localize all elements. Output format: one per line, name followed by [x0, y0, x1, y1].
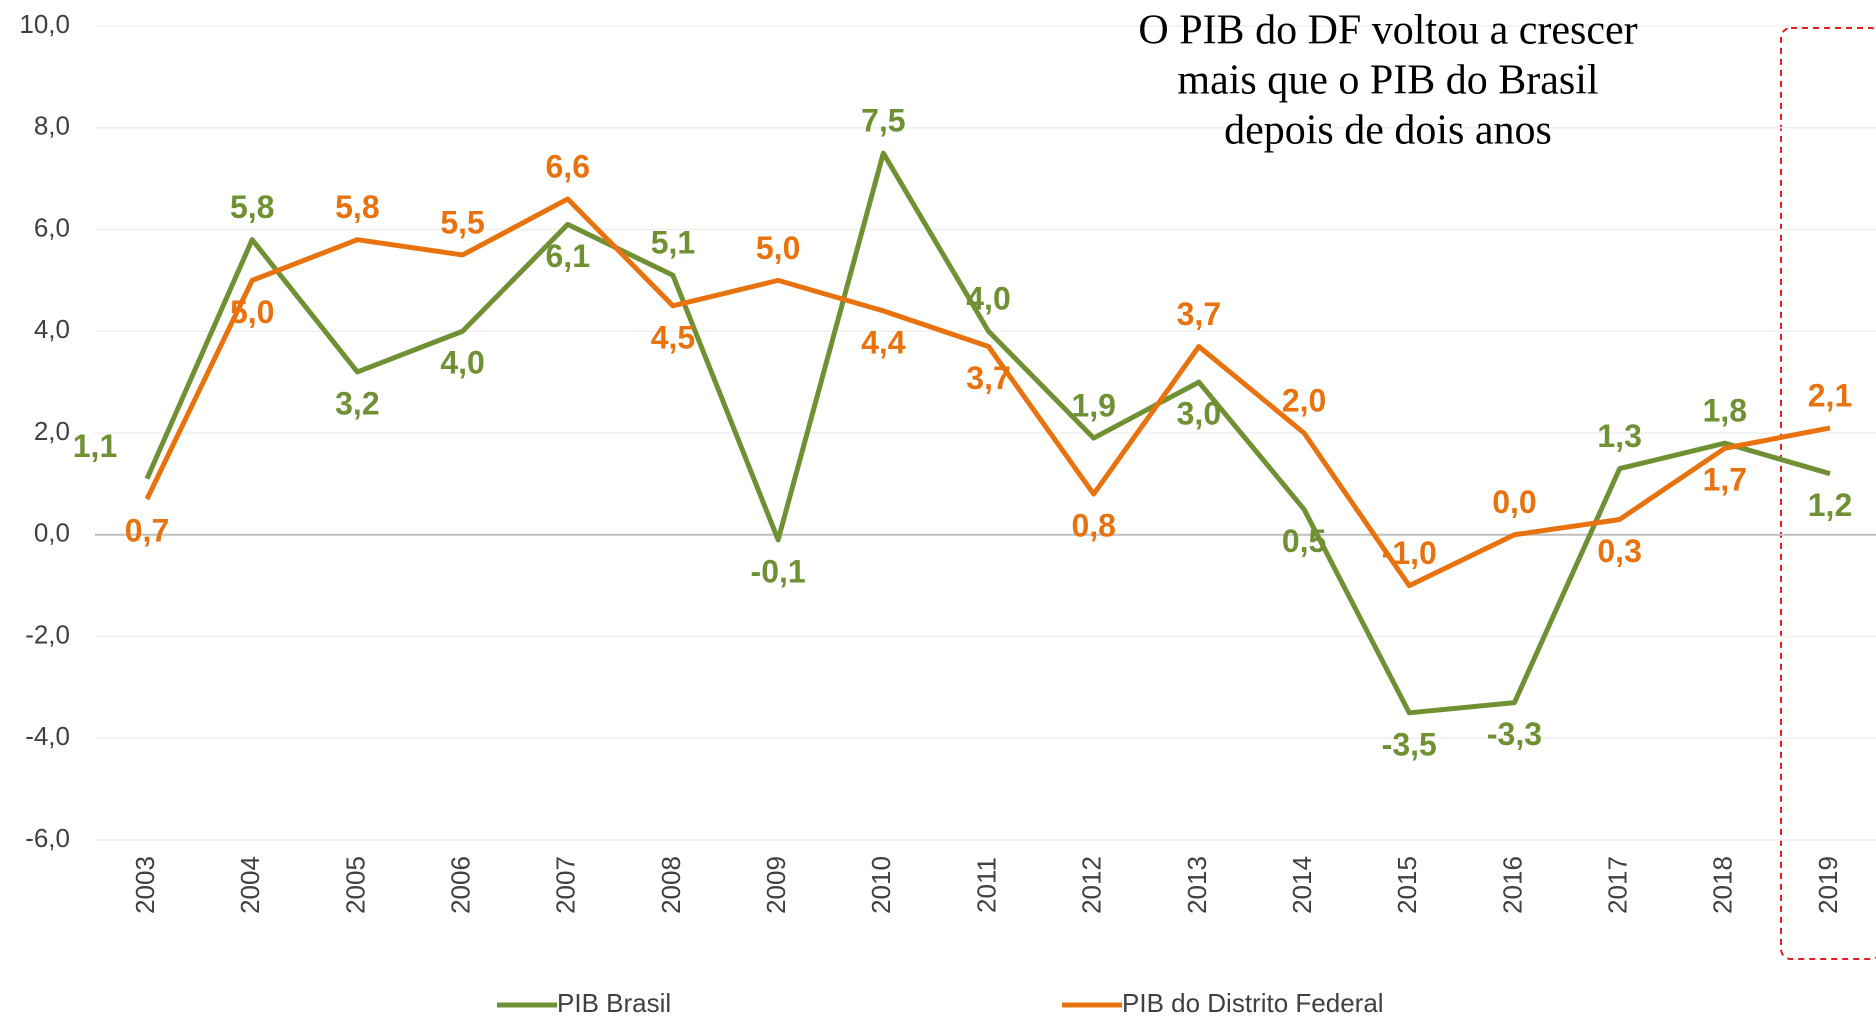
data-label: 4,0 [966, 281, 1010, 317]
legend-label: PIB do Distrito Federal [1122, 988, 1384, 1018]
data-label: -1,0 [1382, 535, 1437, 571]
y-tick-label: 10,0 [19, 9, 70, 39]
data-label: 5,1 [651, 225, 695, 261]
data-label: 0,8 [1071, 508, 1115, 544]
data-label: 5,0 [756, 230, 800, 266]
line [144, 150, 1831, 716]
chart-title: mais que o PIB do Brasil [1177, 58, 1598, 104]
y-tick-label: 8,0 [34, 111, 70, 141]
x-tick-label: 2016 [1497, 856, 1527, 914]
data-label: 1,7 [1703, 462, 1747, 498]
data-label: 4,4 [861, 324, 906, 360]
data-label: 6,1 [546, 238, 590, 274]
x-tick-label: 2007 [551, 856, 581, 914]
x-tick-label: 2011 [971, 857, 1001, 913]
data-label: -3,3 [1487, 716, 1542, 752]
data-label: 3,0 [1177, 396, 1221, 432]
data-label: 5,5 [440, 204, 484, 240]
x-tick-label: 2004 [235, 856, 265, 914]
data-label: 4,5 [651, 319, 695, 355]
data-label: -3,5 [1382, 726, 1437, 762]
highlight-box [1780, 27, 1876, 960]
y-tick-label: -4,0 [25, 721, 70, 751]
chart-title: depois de dois anos [1224, 108, 1552, 154]
y-tick-label: 2,0 [34, 416, 70, 446]
x-tick-label: 2006 [445, 856, 475, 914]
x-tick-label: 2012 [1077, 856, 1107, 914]
line [144, 196, 1831, 589]
data-label: 5,8 [230, 189, 274, 225]
data-label: 1,3 [1597, 418, 1641, 454]
data-label: -0,1 [751, 553, 806, 589]
data-label: 0,5 [1282, 523, 1326, 559]
data-label: 5,0 [230, 294, 274, 330]
data-label: 1,9 [1071, 388, 1115, 424]
y-tick-label: 4,0 [34, 314, 70, 344]
x-tick-label: 2018 [1708, 856, 1738, 914]
data-label: 3,7 [1177, 296, 1221, 332]
x-tick-label: 2019 [1813, 856, 1843, 914]
data-label: 5,8 [335, 189, 379, 225]
data-label: 4,0 [440, 345, 484, 381]
x-tick-label: 2014 [1287, 856, 1317, 914]
data-label: 0,0 [1492, 484, 1536, 520]
x-tick-label: 2017 [1603, 856, 1633, 914]
y-tick-label: 0,0 [34, 518, 70, 548]
data-label: 3,2 [335, 385, 379, 421]
data-label: 1,8 [1703, 393, 1747, 429]
y-tick-label: -6,0 [25, 823, 70, 853]
x-tick-label: 2008 [656, 856, 686, 914]
y-tick-label: 6,0 [34, 212, 70, 242]
data-label: 6,6 [546, 148, 590, 184]
data-label: 1,2 [1808, 487, 1852, 523]
legend-label: PIB Brasil [557, 988, 671, 1018]
data-label: 7,5 [861, 103, 905, 139]
data-label: 0,7 [125, 513, 169, 549]
data-label: 2,0 [1282, 382, 1326, 418]
chart-title: O PIB do DF voltou a crescer [1138, 8, 1637, 54]
data-label: 2,1 [1808, 377, 1852, 413]
x-tick-label: 2010 [866, 856, 896, 914]
y-tick-label: -2,0 [25, 619, 70, 649]
data-label: 1,1 [73, 428, 117, 464]
x-tick-label: 2003 [130, 856, 160, 914]
x-tick-label: 2005 [340, 856, 370, 914]
x-tick-label: 2009 [761, 856, 791, 914]
x-tick-label: 2015 [1392, 856, 1422, 914]
x-tick-label: 2013 [1182, 856, 1212, 914]
data-label: 0,3 [1597, 533, 1641, 569]
data-label: 3,7 [966, 360, 1010, 396]
